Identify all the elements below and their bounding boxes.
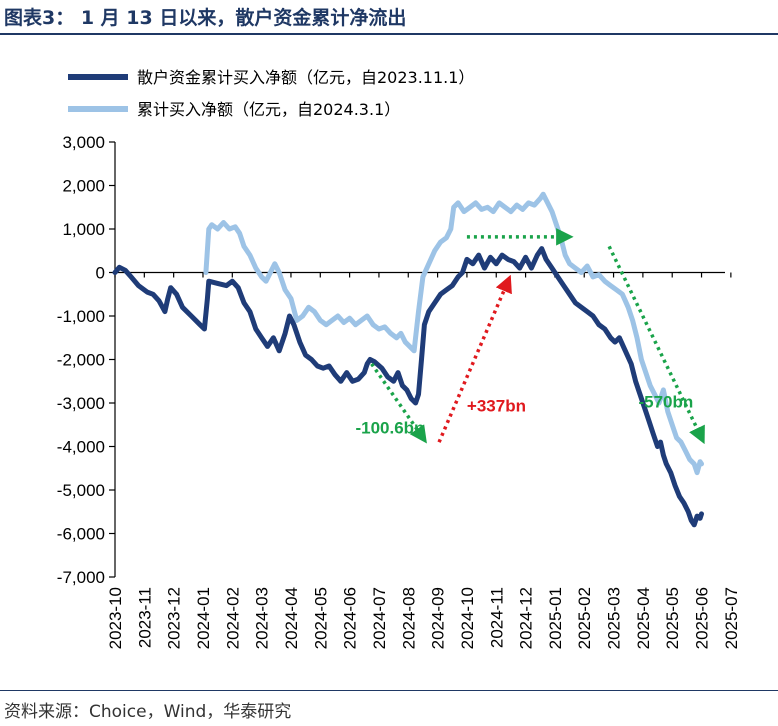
x-tick-label: 2025-06: [693, 587, 712, 649]
annotation-rebound: +337bn: [467, 397, 526, 416]
x-tick-label: 2024-04: [282, 587, 301, 649]
x-tick-label: 2025-07: [722, 587, 741, 649]
x-tick-label: 2025-05: [663, 587, 682, 649]
x-tick-label: 2024-06: [341, 587, 360, 649]
y-tick-label: -1,000: [57, 307, 105, 326]
annotation-dark-decline: -100.6bn: [355, 418, 424, 437]
y-tick-label: 0: [96, 264, 105, 283]
x-tick-label: 2024-05: [311, 587, 330, 649]
x-tick-label: 2024-11: [487, 587, 506, 648]
annotation-layer: -100.6bn +337bn -570bn: [355, 392, 693, 437]
y-axis: 3,000 2,000 1,000 0 -1,000 -2,000 -3,000 -4,000…: [57, 133, 116, 587]
annotation-arrow-4: [607, 245, 705, 445]
x-tick-label: 2024-02: [223, 587, 242, 649]
y-tick-label: 3,000: [62, 133, 105, 152]
annotation-arrow-1: [370, 362, 427, 444]
series-line-dark: [112, 246, 704, 528]
x-tick-label: 2023-11: [135, 587, 154, 648]
y-tick-label: -4,000: [57, 438, 105, 457]
y-tick-label: -3,000: [57, 394, 105, 413]
x-tick-label: 2025-04: [634, 587, 653, 649]
y-tick-label: 1,000: [62, 220, 105, 239]
x-tick-label: 2023-10: [106, 587, 125, 649]
legend-label-dark: 散户资金累计买入净额（亿元，自2023.11.1）: [137, 68, 474, 87]
x-tick-label: 2025-02: [575, 587, 594, 649]
y-tick-label: 2,000: [62, 177, 105, 196]
chart-title: 图表3： 1 月 13 日以来，散户资金累计净流出: [4, 7, 407, 29]
x-tick-label: 2024-01: [194, 587, 213, 649]
x-tick-label: 2023-12: [165, 587, 184, 649]
footer-divider: [0, 690, 778, 691]
arrow-layer: [370, 228, 705, 445]
series-line-light: [203, 191, 704, 476]
title-divider: [0, 33, 778, 35]
annotation-arrow-2: [437, 274, 512, 443]
x-axis: 2023-10 2023-11 2023-12 2024-01 2024-02 2024-…: [106, 271, 741, 649]
y-tick-label: -2,000: [57, 351, 105, 370]
x-tick-label: 2024-03: [253, 587, 272, 649]
y-tick-label: -6,000: [57, 525, 105, 544]
x-tick-label: 2024-08: [399, 587, 418, 649]
y-tick-label: -5,000: [57, 481, 105, 500]
y-tick-label: -7,000: [57, 568, 105, 587]
x-tick-label: 2025-01: [546, 587, 565, 649]
x-tick-label: 2024-10: [458, 587, 477, 649]
x-tick-label: 2024-07: [370, 587, 389, 649]
x-tick-label: 2024-09: [429, 587, 448, 649]
x-tick-label: 2024-12: [517, 587, 536, 649]
legend-label-light: 累计买入净额（亿元，自2024.3.1）: [137, 100, 400, 119]
series-layer: [112, 191, 704, 528]
x-tick-label: 2025-03: [605, 587, 624, 649]
source-note: 资料来源：Choice，Wind，华泰研究: [4, 702, 292, 722]
annotation-recent-decline: -570bn: [638, 392, 693, 411]
legend: 散户资金累计买入净额（亿元，自2023.11.1） 累计买入净额（亿元，自202…: [68, 68, 474, 119]
